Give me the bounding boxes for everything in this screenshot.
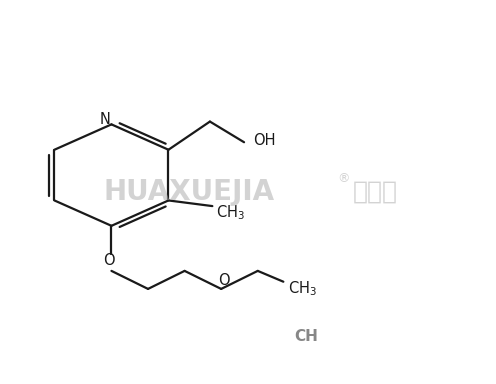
Text: CH$_3$: CH$_3$ (216, 204, 245, 222)
Text: CH$_3$: CH$_3$ (288, 279, 317, 298)
Text: 化学加: 化学加 (352, 180, 397, 204)
Text: OH: OH (253, 133, 275, 148)
Text: O: O (218, 273, 230, 288)
Text: O: O (103, 253, 115, 268)
Text: CH: CH (295, 329, 318, 344)
Text: ®: ® (337, 172, 349, 185)
Text: HUAXUEJIA: HUAXUEJIA (104, 178, 275, 206)
Text: N: N (99, 112, 110, 127)
